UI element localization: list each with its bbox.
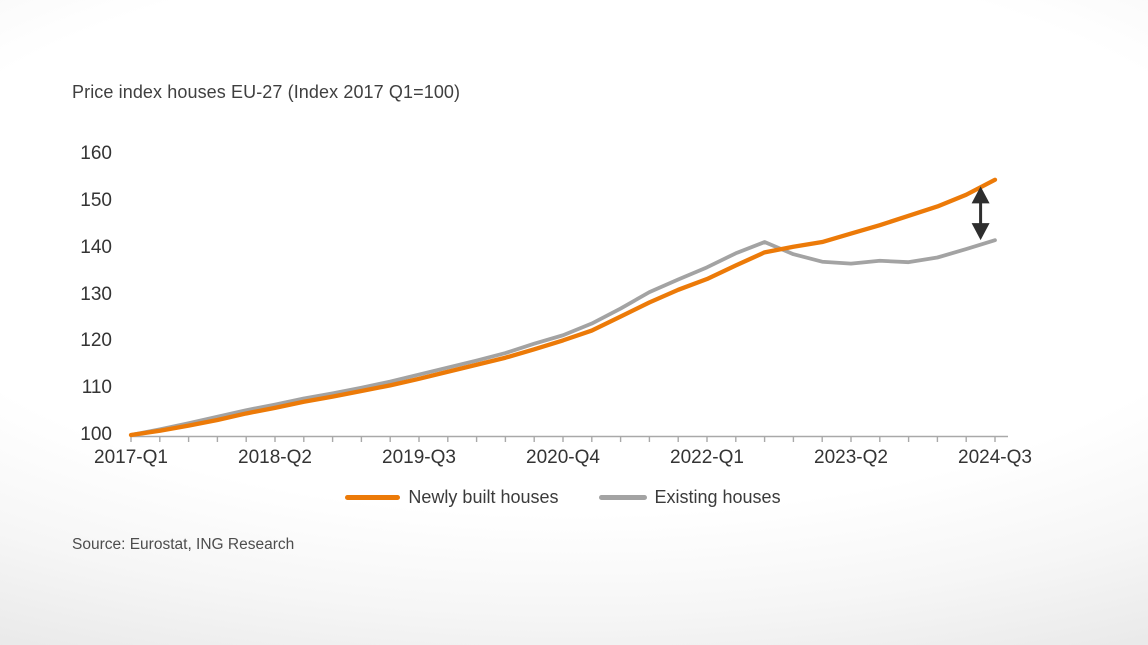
x-tick-label: 2019-Q3 <box>382 447 456 468</box>
y-tick-label: 140 <box>80 236 112 258</box>
x-tick-label: 2022-Q1 <box>670 447 744 468</box>
y-tick-label: 100 <box>80 424 112 445</box>
legend-swatch-existing <box>598 495 647 500</box>
x-tick-label: 2018-Q2 <box>238 447 312 468</box>
y-tick-label: 110 <box>81 377 112 399</box>
legend-swatch-newly_built <box>345 495 401 500</box>
legend-item-newly_built: Newly built houses <box>345 487 559 508</box>
x-axis-ticks <box>130 436 996 442</box>
legend: Newly built houses Existing houses <box>131 487 995 508</box>
gap-arrow <box>971 186 990 241</box>
existing-houses-line <box>129 238 997 437</box>
chart-title: Price index houses EU-27 (Index 2017 Q1=… <box>72 82 461 102</box>
legend-label-existing: Existing houses <box>654 487 781 507</box>
y-tick-label: 120 <box>80 330 112 352</box>
source-note: Source: Eurostat, ING Research <box>72 536 295 553</box>
gap-arrow-head-down <box>971 223 990 241</box>
legend-item-existing: Existing houses <box>598 487 781 508</box>
newly-built-line <box>128 177 998 438</box>
x-tick-label: 2023-Q2 <box>814 447 888 468</box>
x-tick-label: 2024-Q3 <box>958 447 1032 468</box>
x-tick-label: 2020-Q4 <box>526 447 600 468</box>
y-tick-label: 150 <box>80 189 112 211</box>
y-tick-label: 160 <box>80 143 112 164</box>
x-tick-label: 2017-Q1 <box>94 447 168 468</box>
y-tick-label: 130 <box>80 283 112 305</box>
legend-label-newly_built: Newly built houses <box>408 487 559 507</box>
gap-arrow-head-up <box>971 186 990 204</box>
